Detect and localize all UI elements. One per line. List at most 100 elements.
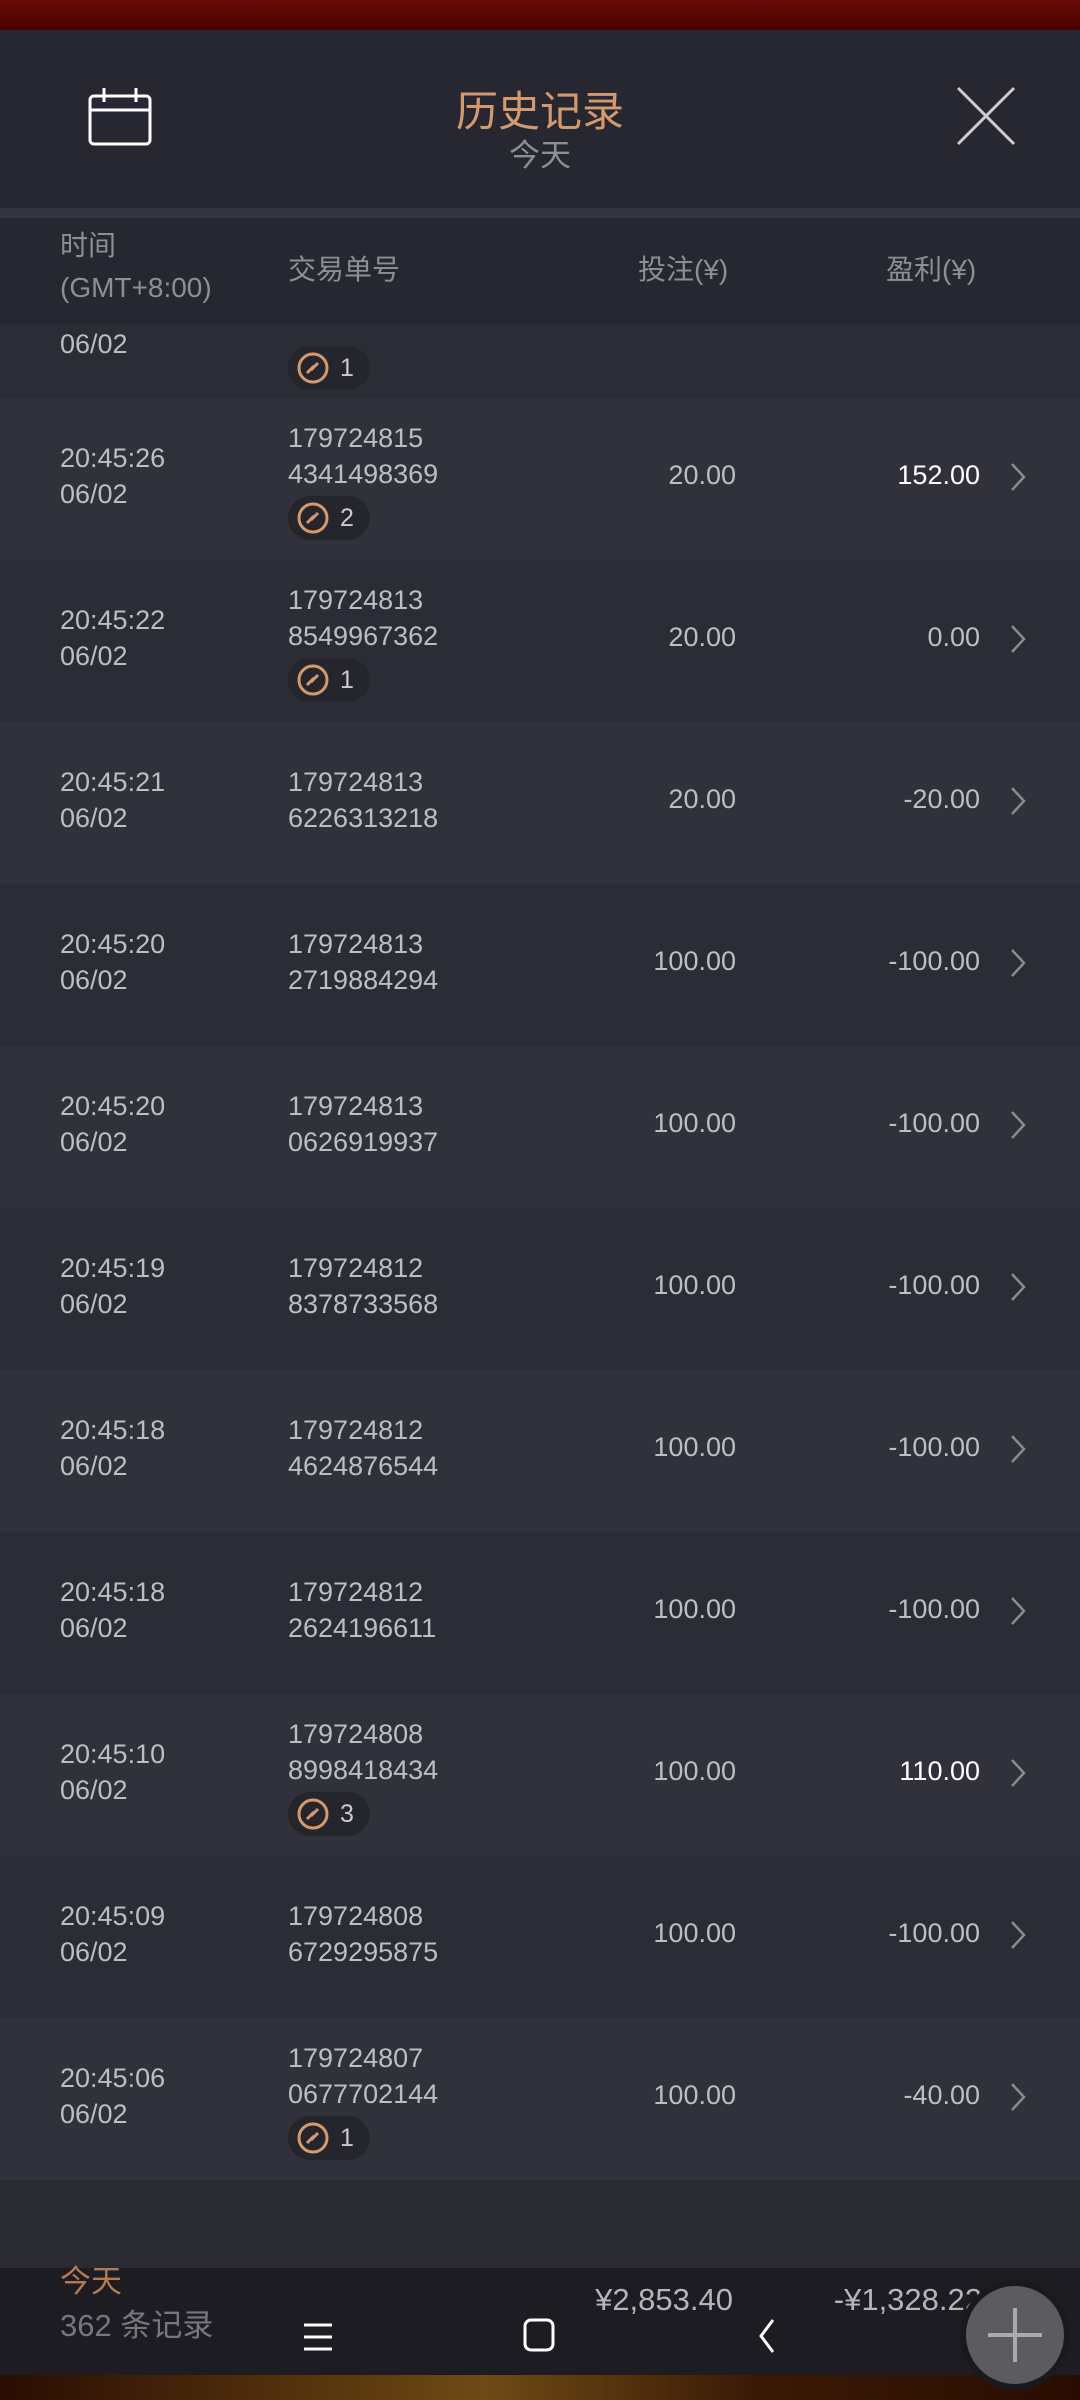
row-order-id: 179724813 8549967362 1 [288, 582, 438, 706]
order-id-part1: 179724813 [288, 1091, 424, 1121]
chevron-right-icon[interactable] [1010, 1758, 1026, 1788]
row-datetime: 20:45:06 06/02 [60, 2060, 165, 2132]
row-order-id: 179724812 4624876544 [288, 1412, 438, 1484]
row-datetime: 20:45:18 06/02 [60, 1412, 165, 1484]
table-row[interactable]: 20:45:20 06/02 179724813 0626919937 100.00… [0, 1046, 1080, 1208]
row-time: 20:45:22 [60, 605, 166, 635]
record-list[interactable]: 06/02 1 20:45:26 06/02 179724815 434149836… [0, 218, 1080, 2270]
row-bet: 20.00 [668, 784, 736, 814]
row-datetime: 20:45:20 06/02 [60, 926, 165, 998]
chevron-right-icon[interactable] [1010, 1596, 1026, 1626]
badge-count: 2 [340, 504, 354, 532]
chevron-right-icon[interactable] [1010, 948, 1026, 978]
calendar-icon[interactable] [88, 88, 152, 146]
table-row[interactable]: 20:45:18 06/02 179724812 4624876544 100.00… [0, 1370, 1080, 1532]
row-bet: 100.00 [653, 1594, 736, 1624]
row-date: 06/02 [60, 1451, 128, 1481]
row-profit: 152.00 [897, 460, 980, 490]
row-bet: 20.00 [668, 460, 736, 490]
row-bet: 100.00 [653, 1756, 736, 1786]
row-order-id: 179724813 6226313218 [288, 764, 438, 836]
header: 历史记录 今天 [0, 30, 1080, 208]
row-time: 20:45:19 [60, 1253, 166, 1283]
compress-icon [297, 2122, 329, 2154]
row-date: 06/02 [60, 1613, 128, 1643]
row-order-id: 179724812 8378733568 [288, 1250, 438, 1322]
col-order-id: 交易单号 [288, 254, 401, 285]
row-date: 06/02 [60, 329, 128, 359]
back-icon[interactable] [757, 2318, 777, 2354]
order-id-part1: 179724812 [288, 1253, 424, 1283]
row-time: 20:45:06 [60, 2063, 166, 2093]
compress-icon [297, 502, 329, 534]
order-id-part2: 8998418434 [288, 1755, 439, 1785]
row-time: 20:45:18 [60, 1415, 166, 1445]
order-id-part1: 179724807 [288, 2043, 424, 2073]
chevron-right-icon[interactable] [1010, 2082, 1026, 2112]
row-datetime: 20:45:10 06/02 [60, 1736, 165, 1808]
row-date: 06/02 [60, 2099, 128, 2129]
chevron-right-icon[interactable] [1010, 462, 1026, 492]
row-order-id: 179724813 2719884294 [288, 926, 438, 998]
table-row[interactable]: 20:45:20 06/02 179724813 2719884294 100.00… [0, 884, 1080, 1046]
order-id-part2: 4624876544 [288, 1451, 439, 1481]
add-button[interactable] [960, 2280, 1070, 2390]
row-date: 06/02 [60, 1127, 128, 1157]
chevron-right-icon[interactable] [1010, 1434, 1026, 1464]
order-id-part2: 8549967362 [288, 621, 439, 651]
row-time: 20:45:26 [60, 443, 166, 473]
row-order-id: 179724815 4341498369 2 [288, 420, 438, 544]
order-id-part2: 4341498369 [288, 459, 439, 489]
row-bet: 100.00 [653, 2080, 736, 2110]
row-profit: -100.00 [888, 1108, 980, 1138]
chevron-right-icon[interactable] [1010, 1272, 1026, 1302]
row-date: 06/02 [60, 965, 128, 995]
table-row[interactable]: 20:45:09 06/02 179724808 6729295875 100.00… [0, 1856, 1080, 2018]
row-profit: -100.00 [888, 1270, 980, 1300]
table-row[interactable]: 20:45:21 06/02 179724813 6226313218 20.00 … [0, 722, 1080, 884]
order-id-part1: 179724812 [288, 1577, 424, 1607]
table-row[interactable]: 20:45:22 06/02 179724813 8549967362 1 20.00… [0, 560, 1080, 722]
order-id-part2: 2624196611 [288, 1613, 437, 1643]
badge-count: 1 [340, 2124, 354, 2152]
compress-icon [297, 352, 329, 384]
column-header: 时间 (GMT+8:00) 交易单号 投注(¥) 盈利(¥) [0, 218, 1080, 324]
row-datetime: 20:45:18 06/02 [60, 1574, 165, 1646]
table-row[interactable]: 20:45:19 06/02 179724812 8378733568 100.00… [0, 1208, 1080, 1370]
divider [0, 208, 1080, 218]
row-time: 20:45:21 [60, 767, 166, 797]
row-datetime: 20:45:21 06/02 [60, 764, 165, 836]
row-datetime: 20:45:19 06/02 [60, 1250, 165, 1322]
chevron-right-icon[interactable] [1010, 1110, 1026, 1140]
order-id-part2: 0677702144 [288, 2079, 439, 2109]
table-row[interactable]: 20:45:26 06/02 179724815 4341498369 2 20.00… [0, 398, 1080, 560]
chevron-right-icon[interactable] [1010, 624, 1026, 654]
row-date: 06/02 [60, 479, 128, 509]
chevron-right-icon[interactable] [1010, 786, 1026, 816]
table-row[interactable]: 20:45:18 06/02 179724812 2624196611 100.00… [0, 1532, 1080, 1694]
badge-count: 1 [340, 666, 354, 694]
bonus-badge: 1 [288, 2116, 370, 2160]
row-time: 20:45:20 [60, 1091, 166, 1121]
bonus-badge: 3 [288, 1792, 370, 1836]
table-row[interactable]: 20:45:06 06/02 179724807 0677702144 1 100.0… [0, 2018, 1080, 2180]
row-datetime: 20:45:20 06/02 [60, 1088, 165, 1160]
row-profit: -100.00 [888, 1918, 980, 1948]
row-bet: 100.00 [653, 1270, 736, 1300]
row-datetime: 20:45:26 06/02 [60, 440, 165, 512]
home-icon[interactable] [523, 2318, 555, 2352]
chevron-right-icon[interactable] [1010, 1920, 1026, 1950]
page-title: 历史记录 [455, 88, 624, 135]
order-id-part2: 2719884294 [288, 965, 439, 995]
order-id-part1: 179724815 [288, 423, 424, 453]
row-bet: 100.00 [653, 1432, 736, 1462]
order-id-part1: 179724813 [288, 585, 424, 615]
close-icon[interactable] [955, 85, 1017, 147]
record-count: 362 条记录 [60, 2308, 214, 2343]
row-date: 06/02 [60, 1937, 128, 1967]
date-filter-label[interactable]: 今天 [509, 138, 571, 173]
table-row[interactable]: 20:45:10 06/02 179724808 8998418434 3 100.0… [0, 1694, 1080, 1856]
recent-apps-icon[interactable] [302, 2322, 334, 2352]
row-time: 20:45:09 [60, 1901, 166, 1931]
compress-icon [297, 1798, 329, 1830]
